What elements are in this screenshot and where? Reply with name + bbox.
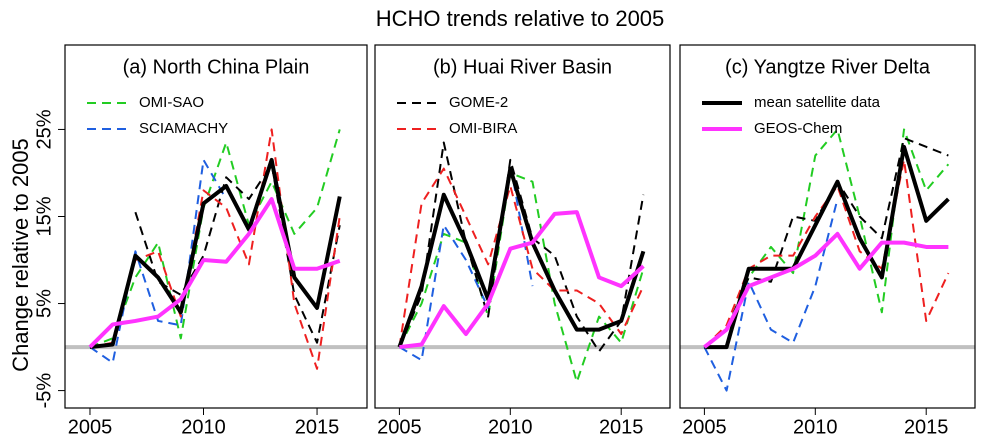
series-line [398,163,534,362]
series-line [703,231,949,349]
series-line [399,210,645,350]
series-line [88,197,341,349]
y-tick-label: 15% [33,196,55,236]
x-tick-label: 2015 [599,416,644,438]
plot-frame [64,44,368,409]
panel-title: (a) North China Plain [123,56,310,78]
series-line [89,129,341,348]
plot-frame [679,44,976,409]
x-tick-label: 2015 [904,416,949,438]
series-line [134,163,341,344]
plot-frame [374,44,671,409]
panel-title: (c) Yangtze River Delta [725,56,931,78]
y-tick-label: 25% [33,109,55,149]
series-line [89,158,228,364]
series-line [703,198,839,392]
series-line [89,157,342,350]
x-tick-label: 2010 [488,416,533,438]
legend-label: OMI-SAO [139,94,204,111]
y-axis-label: Change relative to 2005 [8,138,33,372]
y-tick-label: -5% [33,373,55,409]
figure-title: HCHO trends relative to 2005 [376,6,665,31]
x-tick-label: 2015 [295,416,340,438]
x-tick-label: 2010 [181,416,226,438]
legend-label: GOME-2 [449,94,508,111]
panel-title: (b) Huai River Basin [433,56,612,78]
series-line [398,167,645,348]
series-line [703,128,950,348]
series-line [704,144,950,350]
legend-label: GEOS-Chem [754,120,842,137]
legend-label: mean satellite data [754,94,881,111]
x-tick-label: 2005 [377,416,422,438]
legend-label: OMI-BIRA [449,120,517,137]
y-tick-label: 5% [33,289,55,318]
x-tick-label: 2005 [68,416,113,438]
x-tick-label: 2005 [682,416,727,438]
series-line [397,166,646,348]
x-tick-label: 2010 [793,416,838,438]
legend-label: SCIAMACHY [139,120,228,137]
series-line [89,128,341,370]
